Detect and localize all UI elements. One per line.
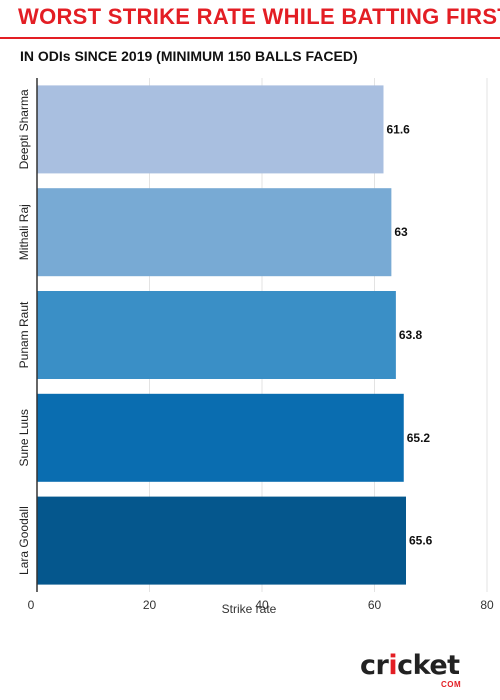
logo-text-suffix: cket (397, 650, 460, 681)
logo-text-prefix: cr (360, 650, 389, 681)
x-tick-label: 80 (480, 598, 494, 612)
bar-value-label: 65.6 (409, 534, 433, 548)
cricket-logo: cricket (360, 650, 460, 681)
x-tick-label: 60 (368, 598, 382, 612)
bar-value-label: 63.8 (399, 328, 423, 342)
chart-subtitle: IN ODIs SINCE 2019 (MINIMUM 150 BALLS FA… (20, 48, 358, 64)
category-label: Lara Goodall (17, 506, 31, 575)
bar-value-label: 65.2 (407, 431, 431, 445)
x-tick-label: 0 (28, 598, 35, 612)
category-label: Deepti Sharma (17, 89, 31, 169)
bar-value-label: 61.6 (387, 122, 411, 136)
bar-value-label: 63 (394, 225, 408, 239)
bar (37, 496, 406, 585)
x-tick-label: 20 (143, 598, 157, 612)
bar (37, 393, 404, 482)
logo-text-i: i (388, 650, 398, 681)
chart-title: WORST STRIKE RATE WHILE BATTING FIRST (18, 4, 500, 29)
logo-sub-label: COM (441, 680, 462, 689)
category-label: Sune Luus (17, 409, 31, 466)
title-rule (0, 37, 500, 39)
bar (37, 291, 396, 379)
category-label: Mithali Raj (17, 204, 31, 260)
x-axis-title: Strike rate (222, 602, 277, 616)
bar (37, 85, 384, 174)
x-tick-label: 40 (255, 598, 269, 612)
category-label: Punam Raut (17, 301, 31, 368)
bar (37, 188, 392, 277)
